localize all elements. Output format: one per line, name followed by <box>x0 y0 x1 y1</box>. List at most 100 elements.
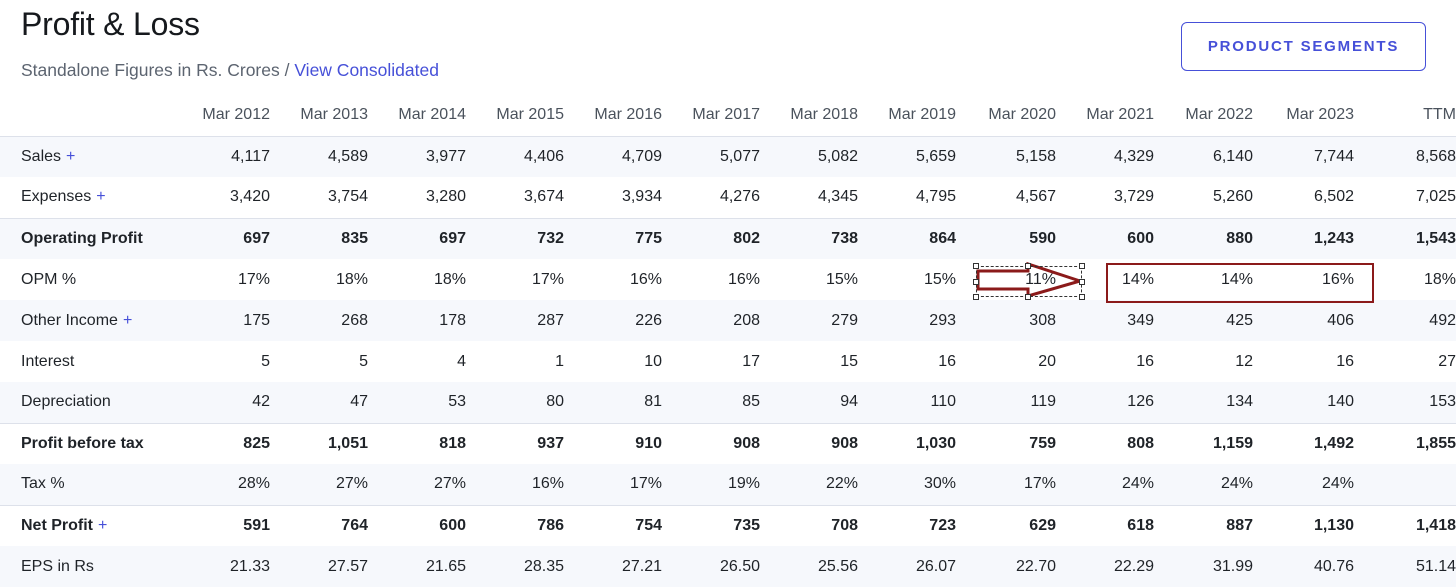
table-cell: 40.76 <box>1267 546 1368 587</box>
table-cell: 4,589 <box>284 136 382 177</box>
column-header: Mar 2020 <box>970 94 1070 137</box>
table-cell: 51.14 <box>1368 546 1456 587</box>
table-cell: 175 <box>186 300 284 341</box>
table-cell: 818 <box>382 422 480 464</box>
table-cell: 1,051 <box>284 422 382 464</box>
table-cell: 16 <box>1136 352 1154 370</box>
column-header: Mar 2018 <box>774 94 872 137</box>
column-header: Mar 2016 <box>578 94 676 137</box>
view-consolidated-link[interactable]: View Consolidated <box>294 60 439 80</box>
table-cell: 26.50 <box>676 546 774 587</box>
column-header: Mar 2015 <box>480 94 578 137</box>
table-cell: 406 <box>1267 300 1368 341</box>
table-row: Sales +4,117 4,589 3,977 4,406 4,709 5,077 5,08… <box>0 136 1456 177</box>
table-cell: 3,674 <box>523 188 564 206</box>
subtitle-text: Standalone Figures in Rs. Crores / <box>21 60 295 80</box>
row-label: Interest <box>0 341 186 382</box>
table-cell: 134 <box>1168 382 1267 423</box>
table-cell: 591 <box>186 504 284 546</box>
row-label[interactable]: Other Income + <box>0 300 186 341</box>
table-cell: 802 <box>676 217 774 259</box>
table-cell: 17% <box>970 464 1070 505</box>
table-cell: 22.70 <box>970 546 1070 587</box>
table-cell: 590 <box>970 217 1070 259</box>
table-cell: 7,025 <box>1415 188 1456 206</box>
row-label[interactable]: Sales + <box>0 136 186 177</box>
table-cell: 14% <box>1220 270 1253 288</box>
table-cell: 764 <box>284 504 382 546</box>
table-cell: 4,709 <box>578 136 676 177</box>
table-cell: 908 <box>774 422 872 464</box>
table-cell: 1,543 <box>1368 217 1456 259</box>
table-cell: 26.07 <box>872 546 970 587</box>
table-cell: 735 <box>676 504 774 546</box>
table-cell: 22% <box>774 464 872 505</box>
table-cell: 16 <box>1336 352 1354 370</box>
table-cell: 5,077 <box>676 136 774 177</box>
expand-plus-icon[interactable]: + <box>66 147 76 165</box>
row-label: Profit before tax <box>0 422 186 464</box>
table-cell: 5 <box>261 352 270 370</box>
row-label[interactable]: Net Profit + <box>0 504 186 546</box>
table-cell: 20 <box>1038 352 1056 370</box>
table-cell: 425 <box>1168 300 1267 341</box>
table-cell: 1,130 <box>1267 504 1368 546</box>
table-cell: 864 <box>872 217 970 259</box>
table-cell: 85 <box>676 382 774 423</box>
table-cell: 12 <box>1235 352 1253 370</box>
table-cell: 4,795 <box>915 188 956 206</box>
table-cell: 4,117 <box>186 136 284 177</box>
table-cell: 94 <box>774 382 872 423</box>
table-cell: 16 <box>938 352 956 370</box>
table-cell <box>1368 464 1456 505</box>
table-cell: 910 <box>578 422 676 464</box>
table-cell: 723 <box>872 504 970 546</box>
table-cell: 27 <box>1438 352 1456 370</box>
table-cell: 808 <box>1070 422 1168 464</box>
row-label: EPS in Rs <box>0 546 186 587</box>
table-cell: 5,158 <box>970 136 1070 177</box>
table-cell: 754 <box>578 504 676 546</box>
table-cell: 24% <box>1070 464 1168 505</box>
table-cell: 4,567 <box>1015 188 1056 206</box>
table-cell: 279 <box>774 300 872 341</box>
row-label-text: EPS in Rs <box>21 557 94 575</box>
row-label-text: Profit before tax <box>21 434 144 452</box>
profit-loss-table: Mar 2012 Mar 2013 Mar 2014 Mar 2015 Mar 2016… <box>0 94 1456 587</box>
table-cell: 25.56 <box>774 546 872 587</box>
table-cell: 17% <box>531 270 564 288</box>
row-label-text: Operating Profit <box>21 229 143 247</box>
table-cell: 81 <box>578 382 676 423</box>
table-row: Interest 5 5 4 1 10 17 15 16 20 16 12 16 27 <box>0 341 1456 382</box>
table-row: EPS in Rs 21.33 27.57 21.65 28.35 27.21 26.50 2… <box>0 546 1456 587</box>
expand-plus-icon[interactable]: + <box>96 188 106 206</box>
table-cell: 786 <box>480 504 578 546</box>
table-row: Other Income +175 268 178 287 226 208 279 293 308… <box>0 300 1456 341</box>
table-cell: 3,934 <box>621 188 662 206</box>
table-cell: 492 <box>1368 300 1456 341</box>
expand-plus-icon[interactable]: + <box>98 516 108 534</box>
row-label[interactable]: Expenses + <box>0 177 186 218</box>
row-label-text: Net Profit <box>21 516 93 534</box>
product-segments-button[interactable]: PRODUCT SEGMENTS <box>1181 22 1426 71</box>
table-cell: 6,502 <box>1313 188 1354 206</box>
table-cell: 887 <box>1168 504 1267 546</box>
table-cell: 28.35 <box>480 546 578 587</box>
table-header-row: Mar 2012 Mar 2013 Mar 2014 Mar 2015 Mar 2016… <box>0 94 1456 137</box>
table-cell: 4 <box>457 352 466 370</box>
table-cell: 732 <box>480 217 578 259</box>
table-cell: 6,140 <box>1168 136 1267 177</box>
table-cell: 3,280 <box>425 188 466 206</box>
row-label-text: Tax % <box>21 475 65 493</box>
table-cell: 908 <box>676 422 774 464</box>
expand-plus-icon[interactable]: + <box>122 311 133 329</box>
table-cell: 126 <box>1070 382 1168 423</box>
table-cell: 53 <box>382 382 480 423</box>
table-cell: 4,406 <box>480 136 578 177</box>
row-label-text: Interest <box>21 352 75 370</box>
table-cell: 738 <box>774 217 872 259</box>
table-cell: 4,276 <box>719 188 760 206</box>
table-cell: 3,729 <box>1113 188 1154 206</box>
table-cell: 4,345 <box>817 188 858 206</box>
table-cell: 178 <box>382 300 480 341</box>
